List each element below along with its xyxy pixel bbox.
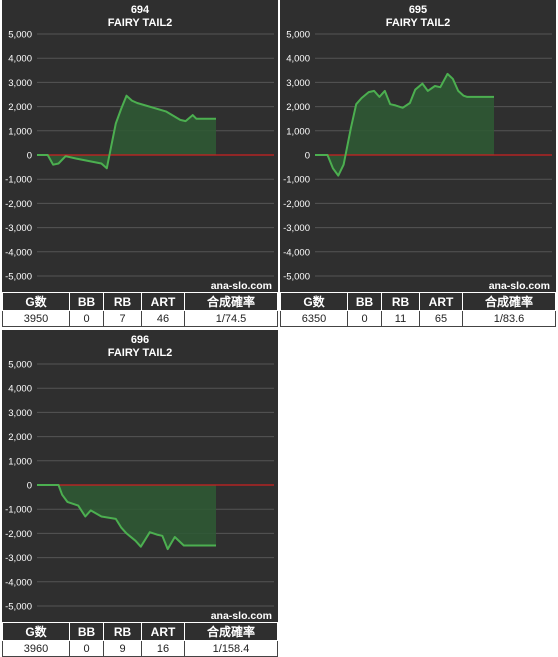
header-bb: BB bbox=[69, 622, 104, 641]
stats-header-row: G数 BB RB ART 合成確率 bbox=[2, 292, 278, 311]
value-probability: 1/74.5 bbox=[184, 310, 278, 327]
y-tick-label: -2,000 bbox=[5, 199, 32, 210]
header-probability: 合成確率 bbox=[184, 292, 278, 311]
stats-header-row: G数 BB RB ART 合成確率 bbox=[280, 292, 556, 311]
value-art: 16 bbox=[141, 640, 185, 657]
y-tick-label: 0 bbox=[27, 481, 32, 492]
y-tick-label: 3,000 bbox=[286, 78, 310, 89]
value-probability: 1/83.6 bbox=[462, 310, 556, 327]
series-line bbox=[37, 484, 216, 551]
watermark-text: ana-slo.com bbox=[211, 280, 272, 292]
stats-value-row: 3950 0 7 46 1/74.5 bbox=[2, 310, 278, 327]
value-probability: 1/158.4 bbox=[184, 640, 278, 657]
y-tick-label: -5,000 bbox=[5, 602, 32, 613]
y-tick-label: 0 bbox=[305, 151, 310, 162]
stats-table: G数 BB RB ART 合成確率 3950 0 7 46 1/74.5 bbox=[2, 292, 278, 327]
chart-title-number: 695 bbox=[409, 4, 427, 16]
chart-panel-694: 694 FAIRY TAIL2 5,000 4,000 3,000 2,000 1,000 0… bbox=[2, 0, 278, 327]
chart-panel-695: 695 FAIRY TAIL2 5,000 4,000 3,000 2,000 1,000 0… bbox=[280, 0, 556, 327]
value-rb: 11 bbox=[381, 310, 420, 327]
y-tick-label: -1,000 bbox=[5, 175, 32, 186]
series-line bbox=[37, 94, 216, 170]
series-line bbox=[315, 72, 494, 177]
y-tick-label: 4,000 bbox=[286, 54, 310, 65]
stats-value-row: 6350 0 11 65 1/83.6 bbox=[280, 310, 556, 327]
header-rb: RB bbox=[381, 292, 420, 311]
y-tick-label: 1,000 bbox=[286, 126, 310, 137]
y-tick-label: -4,000 bbox=[5, 577, 32, 588]
stats-header-row: G数 BB RB ART 合成確率 bbox=[2, 622, 278, 641]
header-probability: 合成確率 bbox=[184, 622, 278, 641]
y-tick-label: 4,000 bbox=[8, 54, 32, 65]
y-tick-label: -3,000 bbox=[283, 223, 310, 234]
y-tick-label: 3,000 bbox=[8, 408, 32, 419]
y-tick-label: 4,000 bbox=[8, 384, 32, 395]
value-games: 3950 bbox=[2, 310, 70, 327]
y-tick-label: -5,000 bbox=[283, 272, 310, 283]
chart-title-number: 696 bbox=[131, 334, 149, 346]
value-games: 3960 bbox=[2, 640, 70, 657]
chart-box: 695 FAIRY TAIL2 5,000 4,000 3,000 2,000 1,000 0… bbox=[280, 0, 556, 292]
series-area bbox=[37, 485, 216, 550]
y-tick-label: 0 bbox=[27, 151, 32, 162]
y-tick-label: 3,000 bbox=[8, 78, 32, 89]
series-area bbox=[37, 95, 216, 169]
y-tick-label: -1,000 bbox=[5, 505, 32, 516]
y-tick-label: 2,000 bbox=[286, 102, 310, 113]
header-bb: BB bbox=[69, 292, 104, 311]
chart-title-name: FAIRY TAIL2 bbox=[108, 347, 173, 359]
y-tick-label: 5,000 bbox=[286, 30, 310, 41]
y-tick-label: -2,000 bbox=[283, 199, 310, 210]
y-tick-label: -4,000 bbox=[283, 247, 310, 258]
y-tick-label: 5,000 bbox=[8, 30, 32, 41]
series-area bbox=[315, 73, 494, 176]
chart-title-name: FAIRY TAIL2 bbox=[108, 17, 173, 29]
y-tick-label: -3,000 bbox=[5, 553, 32, 564]
value-games: 6350 bbox=[280, 310, 348, 327]
value-art: 46 bbox=[141, 310, 185, 327]
header-games: G数 bbox=[2, 622, 70, 641]
chart-box: 696 FAIRY TAIL2 5,000 4,000 3,000 2,000 1,000 0… bbox=[2, 330, 278, 622]
stats-table: G数 BB RB ART 合成確率 6350 0 11 65 1/83.6 bbox=[280, 292, 556, 327]
watermark-text: ana-slo.com bbox=[489, 280, 550, 292]
y-tick-label: -2,000 bbox=[5, 529, 32, 540]
chart-panel-696: 696 FAIRY TAIL2 5,000 4,000 3,000 2,000 1,000 0… bbox=[2, 330, 278, 657]
value-rb: 7 bbox=[103, 310, 142, 327]
y-tick-label: 2,000 bbox=[8, 102, 32, 113]
chart-box: 694 FAIRY TAIL2 5,000 4,000 3,000 2,000 1,000 0… bbox=[2, 0, 278, 292]
header-art: ART bbox=[141, 292, 185, 311]
y-tick-label: -3,000 bbox=[5, 223, 32, 234]
value-bb: 0 bbox=[347, 310, 382, 327]
header-rb: RB bbox=[103, 622, 142, 641]
value-bb: 0 bbox=[69, 640, 104, 657]
chart-title-name: FAIRY TAIL2 bbox=[386, 17, 451, 29]
header-rb: RB bbox=[103, 292, 142, 311]
header-art: ART bbox=[419, 292, 463, 311]
y-tick-label: 5,000 bbox=[8, 360, 32, 371]
header-games: G数 bbox=[2, 292, 70, 311]
header-bb: BB bbox=[347, 292, 382, 311]
header-art: ART bbox=[141, 622, 185, 641]
y-tick-label: -1,000 bbox=[283, 175, 310, 186]
y-tick-label: 1,000 bbox=[8, 126, 32, 137]
stats-table: G数 BB RB ART 合成確率 3960 0 9 16 1/158.4 bbox=[2, 622, 278, 657]
value-rb: 9 bbox=[103, 640, 142, 657]
y-tick-label: -4,000 bbox=[5, 247, 32, 258]
value-bb: 0 bbox=[69, 310, 104, 327]
header-probability: 合成確率 bbox=[462, 292, 556, 311]
chart-title-number: 694 bbox=[131, 4, 150, 16]
y-tick-label: 2,000 bbox=[8, 432, 32, 443]
y-tick-label: -5,000 bbox=[5, 272, 32, 283]
stats-value-row: 3960 0 9 16 1/158.4 bbox=[2, 640, 278, 657]
value-art: 65 bbox=[419, 310, 463, 327]
watermark-text: ana-slo.com bbox=[211, 610, 272, 622]
y-tick-label: 1,000 bbox=[8, 456, 32, 467]
header-games: G数 bbox=[280, 292, 348, 311]
